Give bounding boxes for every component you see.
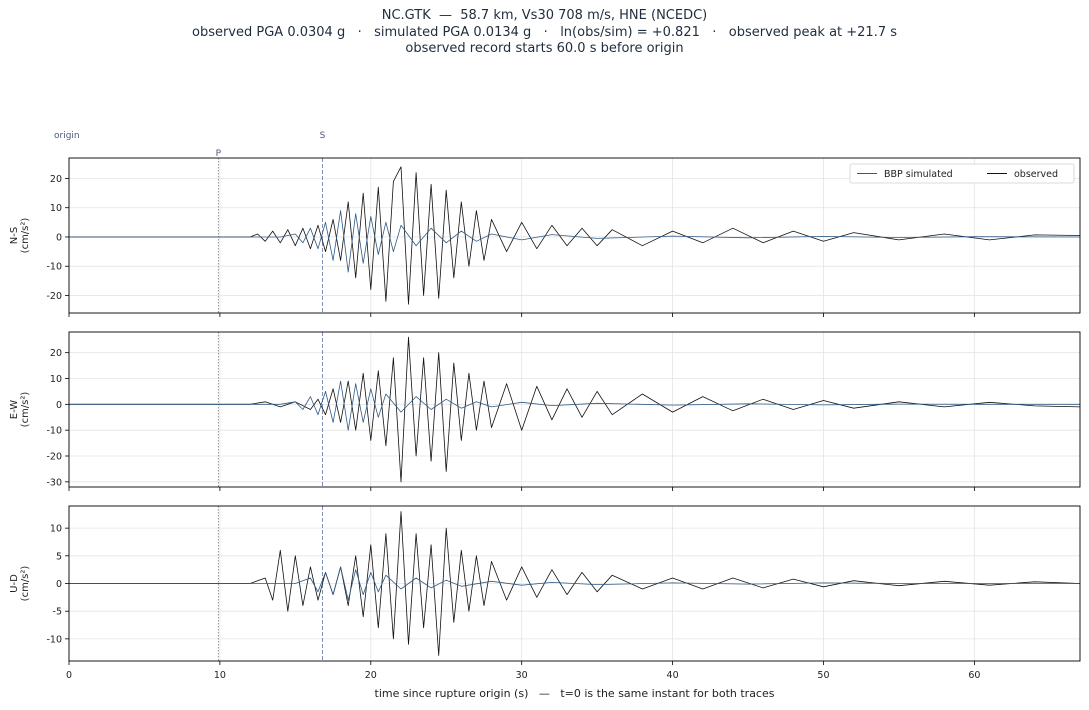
y-tick-label: 0 <box>56 579 62 590</box>
title-line-2: observed PGA 0.0304 g · simulated PGA 0.… <box>191 25 898 40</box>
panel-frame-2 <box>68 331 1081 488</box>
marker-label-s: S <box>320 131 326 141</box>
y-axis-label-3-2: (cm/s²) <box>20 566 31 602</box>
legend-entry-2: observed <box>1014 169 1058 180</box>
x-tick-label: 20 <box>365 670 377 681</box>
simulated-trace-2 <box>69 380 1080 431</box>
marker-label-p: P <box>216 149 222 159</box>
y-tick-label: -20 <box>46 452 62 463</box>
y-tick-label: -10 <box>46 262 62 273</box>
y-tick-label: 10 <box>50 374 62 385</box>
y-tick-label: 0 <box>56 232 62 243</box>
y-tick-label: -10 <box>46 426 62 437</box>
x-tick-label: 10 <box>214 670 226 681</box>
y-tick-label: -30 <box>46 477 62 488</box>
x-tick-label: 60 <box>968 670 980 681</box>
y-axis-label-3-1: U-D <box>9 574 20 593</box>
legend-box <box>849 163 1075 184</box>
simulated-trace-1 <box>69 210 1081 273</box>
x-tick-label: 0 <box>66 670 72 681</box>
x-tick-label: 30 <box>516 670 528 681</box>
y-tick-label: 10 <box>50 203 62 214</box>
legend-entry-1: BBP simulated <box>884 169 953 180</box>
y-tick-label: 20 <box>50 348 62 359</box>
title-line-1: NC.GTK — 58.7 km, Vs30 708 m/s, HNE (NCE… <box>381 8 708 23</box>
panel-frame-1 <box>68 157 1081 314</box>
title-line-3: observed record starts 60.0 s before ori… <box>405 41 684 56</box>
y-tick-label: -5 <box>53 607 62 618</box>
x-axis-label: time since rupture origin (s) — t=0 is t… <box>375 687 775 700</box>
y-axis-label-2-1: E-W <box>9 400 20 420</box>
y-tick-label: 5 <box>56 551 62 562</box>
x-tick-label: 50 <box>817 670 829 681</box>
y-tick-label: -20 <box>46 291 62 302</box>
y-tick-label: 10 <box>50 524 62 535</box>
observed-trace-3 <box>69 511 1081 656</box>
y-axis-label-1-1: N-S <box>9 227 20 244</box>
x-tick-label: 40 <box>667 670 679 681</box>
observed-trace-2 <box>69 336 1081 483</box>
observed-trace-1 <box>69 166 1081 305</box>
y-tick-label: 0 <box>56 400 62 411</box>
y-tick-label: -10 <box>46 634 62 645</box>
y-axis-label-1-2: (cm/s²) <box>20 218 31 254</box>
y-tick-label: 20 <box>50 174 62 185</box>
simulated-trace-3 <box>69 566 1080 601</box>
marker-label-origin: origin <box>54 131 80 141</box>
y-axis-label-2-2: (cm/s²) <box>20 392 31 428</box>
